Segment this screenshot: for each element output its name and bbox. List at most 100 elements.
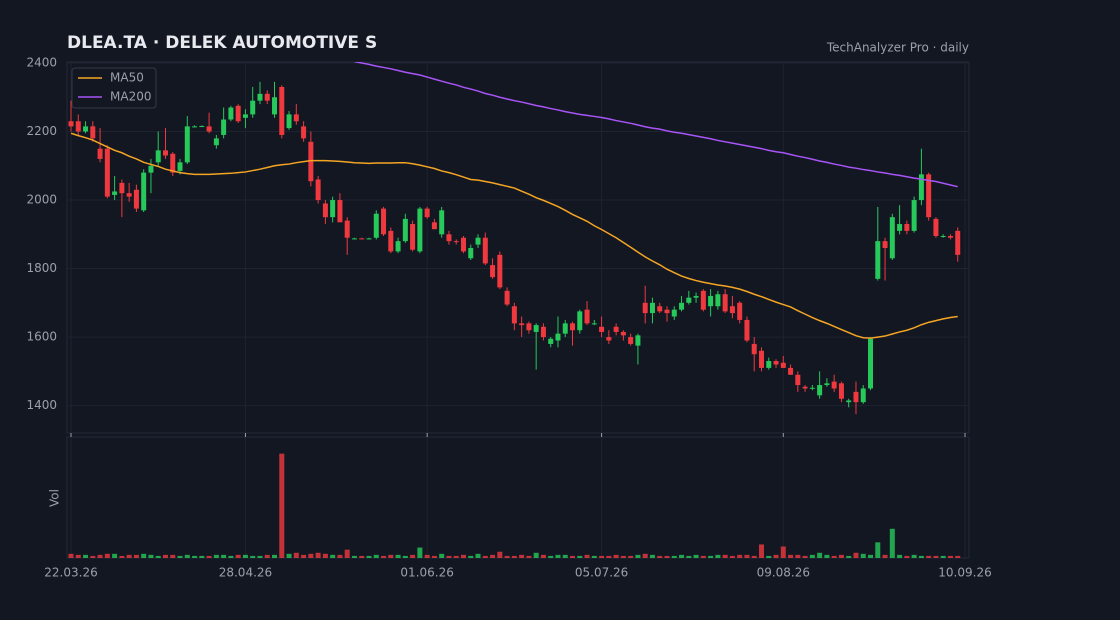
candle-body [846, 400, 852, 403]
candle-body [373, 213, 379, 238]
candle-body [351, 238, 357, 240]
x-tick-label: 28.04.26 [219, 566, 272, 580]
volume-bar [192, 555, 198, 558]
y-tick-label: 1400 [26, 398, 57, 412]
candle-body [381, 208, 387, 235]
volume-bar [570, 555, 576, 558]
legend-label: MA50 [110, 71, 144, 85]
candle-body [671, 309, 677, 317]
candle-body [184, 126, 190, 163]
candle-body [875, 241, 881, 279]
volume-bar [606, 555, 612, 558]
volume-bar [148, 554, 154, 558]
volume-bar [279, 453, 285, 558]
candle-body [817, 385, 823, 396]
volume-bar [264, 554, 270, 558]
candle-body [708, 295, 714, 307]
candle-body [431, 222, 437, 230]
volume-bar [322, 553, 328, 558]
volume-bar [337, 554, 343, 558]
candle-body [868, 338, 874, 389]
volume-bar [417, 547, 423, 558]
candle-body [570, 323, 576, 331]
price-marks [68, 62, 961, 415]
volume-bar [257, 555, 263, 558]
candle-body [446, 234, 452, 242]
volume-bars [68, 453, 961, 558]
volume-bar [795, 554, 801, 558]
volume-bar [373, 554, 379, 558]
candle-body [286, 114, 292, 129]
candle-body [613, 326, 619, 332]
candle-body [439, 210, 445, 235]
volume-bar [90, 555, 96, 558]
candle-body [933, 218, 939, 237]
candle-body [809, 387, 815, 389]
candle-body [700, 290, 706, 310]
volume-bar [649, 554, 655, 558]
y-tick-label: 2400 [26, 56, 57, 70]
volume-bar [395, 554, 401, 558]
volume-bar [555, 554, 561, 558]
volume-bar [468, 555, 474, 558]
candle-body [628, 337, 634, 344]
ma-line [70, 132, 958, 339]
candle-body [177, 162, 183, 171]
volume-bar [119, 555, 125, 558]
candle-body [460, 237, 466, 252]
volume-bar [918, 555, 924, 558]
candle-body [744, 319, 750, 341]
volume-bar [940, 555, 946, 558]
candle-body [337, 200, 343, 223]
volume-bar [686, 555, 692, 558]
candle-body [773, 361, 779, 365]
candle-body [228, 107, 234, 120]
candle-body [395, 241, 401, 252]
volume-bar [83, 554, 89, 558]
volume-bar [453, 555, 459, 558]
candle-body [947, 236, 953, 238]
volume-bar [817, 552, 823, 558]
volume-bar [301, 554, 307, 558]
price-panel [66, 61, 970, 434]
volume-bar [308, 553, 314, 558]
legend: MA50 MA200 [71, 67, 157, 109]
volume-bar [802, 555, 808, 558]
volume-bar [715, 554, 721, 558]
volume-bar [497, 551, 503, 558]
candle-body [788, 367, 794, 375]
legend-label: MA200 [110, 90, 151, 104]
volume-bar [897, 554, 903, 558]
y-tick-label: 2000 [26, 193, 57, 207]
volume-bar [184, 554, 190, 558]
candle-body [758, 350, 764, 368]
candle-body [68, 121, 74, 127]
volume-bar [751, 555, 757, 558]
candle-body [751, 343, 757, 355]
volume-bar [548, 555, 554, 558]
volume-bar [206, 555, 212, 558]
volume-bar [540, 554, 546, 558]
candle-body [410, 224, 416, 250]
volume-bar [351, 555, 357, 558]
volume-bar [766, 555, 772, 558]
volume-bar [889, 528, 895, 558]
candle-body [897, 224, 903, 231]
volume-bar [846, 555, 852, 558]
volume-bar [431, 555, 437, 558]
candle-body [490, 265, 496, 278]
volume-bar [112, 553, 118, 558]
candle-body [642, 302, 648, 314]
candle-body [83, 126, 89, 132]
candle-body [737, 302, 743, 320]
candle-body [533, 325, 539, 332]
candle-body [584, 309, 590, 324]
volume-bar [388, 554, 394, 558]
volume-bar [104, 553, 110, 558]
volume-bar [213, 554, 219, 558]
candle-body [424, 208, 430, 218]
volume-bar [780, 546, 786, 558]
volume-bar [330, 554, 336, 558]
